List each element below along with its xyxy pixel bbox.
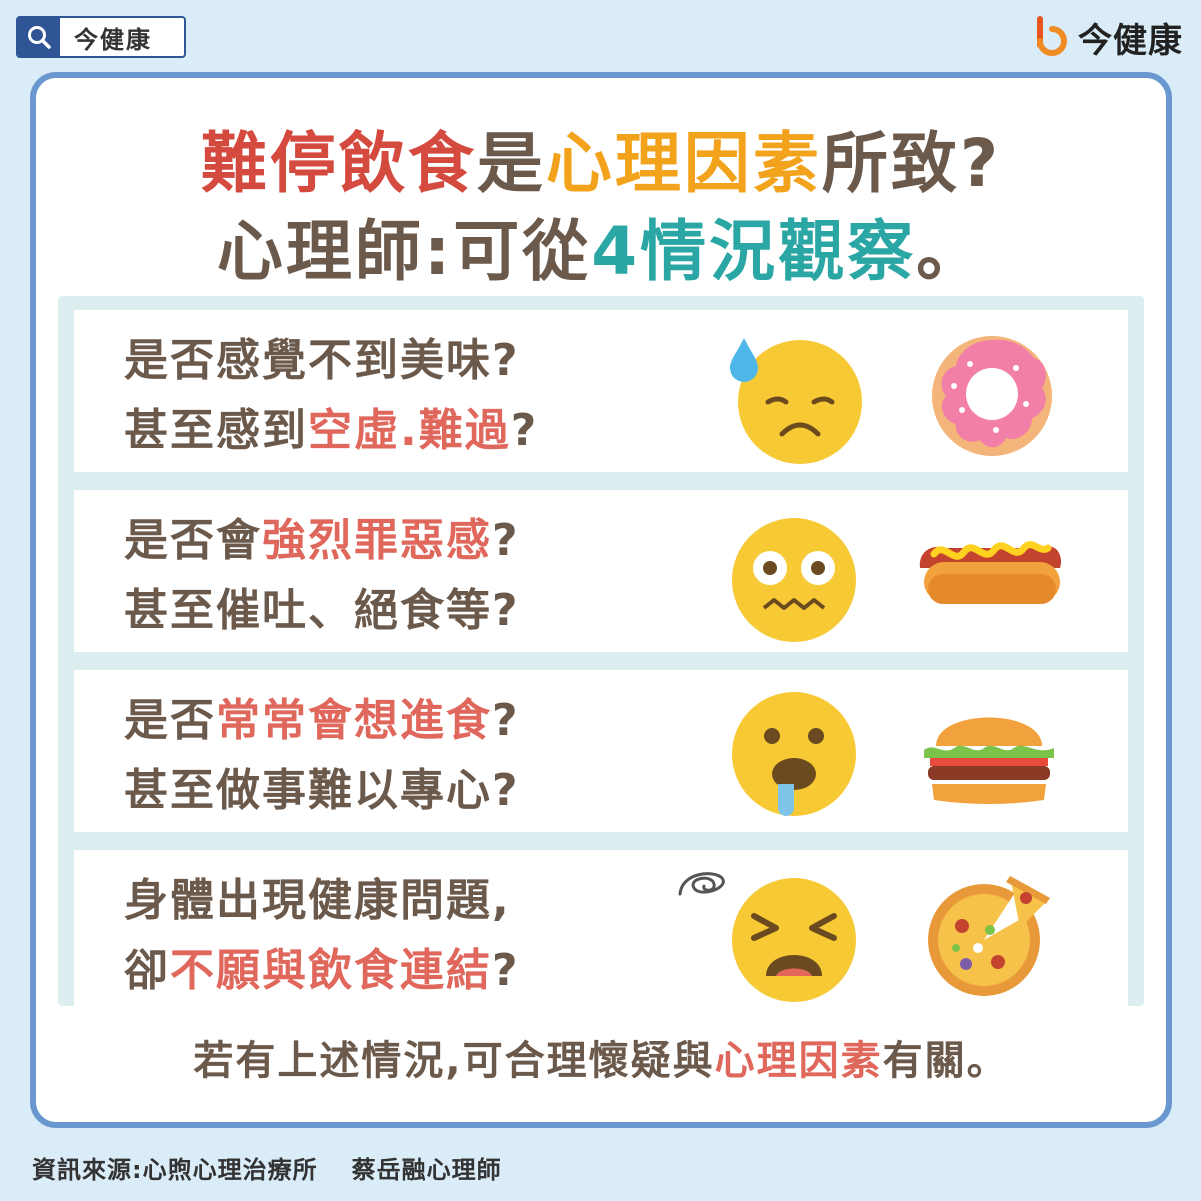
item-segment: ? [492, 695, 520, 746]
item-text: 是否會強烈罪惡感? 甚至催吐、絕食等? [124, 506, 520, 646]
title-segment: 心理因素 [545, 125, 822, 202]
item-text: 是否感覺不到美味? 甚至感到空虛.難過? [124, 326, 538, 466]
footer-note: 若有上述情況,可合理懷疑與心理因素有關。 [36, 1028, 1166, 1086]
footer-segment: 有關。 [882, 1038, 1009, 1084]
dizzy-scribble-icon [678, 872, 725, 896]
item-line: 甚至做事難以專心? [124, 756, 520, 826]
item-line: 甚至催吐、絕食等? [124, 576, 520, 646]
title-segment: 。 [916, 213, 986, 290]
list-item: 是否感覺不到美味? 甚至感到空虛.難過? [74, 310, 1128, 472]
item-segment: 空虛.難過 [308, 405, 511, 456]
item-segment: 身體出現健康問題, [124, 875, 511, 926]
item-segment: 卻 [124, 945, 170, 996]
footer-segment: 心理因素 [714, 1038, 883, 1084]
items-panel: 是否感覺不到美味? 甚至感到空虛.難過? [58, 296, 1144, 1012]
item-line: 身體出現健康問題, [124, 866, 520, 936]
title-segment: 所致? [821, 125, 1002, 202]
search-box[interactable]: 今健康 [16, 16, 186, 58]
search-icon [28, 26, 51, 49]
infographic-card: 難停飲食是心理因素所致? 心理師:可從4情況觀察。 是否感覺不到美味? 甚至感到… [30, 72, 1172, 1128]
list-item: 身體出現健康問題, 卻不願與飲食連結? [74, 850, 1128, 1012]
item-segment: ? [492, 515, 520, 566]
item-segment: 甚至做事難以專心? [124, 765, 520, 816]
source-label: 資訊來源:心煦心理治療所 [32, 1156, 318, 1184]
distressed-face-icon [732, 878, 856, 1002]
hotdog-icon [919, 541, 1062, 604]
item-line: 是否感覺不到美味? [124, 326, 538, 396]
footer-segment: 若有上述情況,可合理懷疑與 [193, 1038, 715, 1084]
burger-icon [924, 717, 1054, 804]
title-segment: 心理師:可從 [216, 213, 592, 290]
item-segment: ? [492, 945, 520, 996]
item-line: 甚至感到空虛.難過? [124, 396, 538, 466]
item-segment: 是否感覺不到美味? [124, 335, 520, 386]
source-credit: 資訊來源:心煦心理治療所 蔡岳融心理師 [32, 1150, 502, 1185]
search-button[interactable] [18, 18, 60, 56]
anxious-face-icon [732, 518, 856, 642]
item-text: 是否常常會想進食? 甚至做事難以專心? [124, 686, 520, 826]
title-segment: 是 [476, 125, 546, 202]
drooling-face-icon [732, 692, 856, 816]
item-segment: 常常會想進食 [216, 695, 492, 746]
item-segment: 不願與飲食連結 [170, 945, 492, 996]
item-segment: 是否 [124, 695, 216, 746]
brand-logo-text: 今健康 [1078, 20, 1183, 61]
search-text: 今健康 [74, 25, 152, 54]
title-line-1: 難停飲食是心理因素所致? [36, 110, 1166, 206]
item-text: 身體出現健康問題, 卻不願與飲食連結? [124, 866, 520, 1006]
item-line: 卻不願與飲食連結? [124, 936, 520, 1006]
item-line: 是否常常會想進食? [124, 686, 520, 756]
item-segment: 甚至催吐、絕食等? [124, 585, 520, 636]
list-item: 是否常常會想進食? 甚至做事難以專心? [74, 670, 1128, 832]
title-segment: 難停飲食 [200, 125, 477, 202]
item-segment: 強烈罪惡感 [262, 515, 492, 566]
source-person: 蔡岳融心理師 [351, 1156, 502, 1184]
brand-logo: 今健康 [1032, 14, 1183, 61]
title-line-2: 心理師:可從4情況觀察。 [36, 198, 1166, 294]
pizza-icon [928, 876, 1050, 996]
brand-mark-icon [1037, 16, 1067, 56]
item-line: 是否會強烈罪惡感? [124, 506, 520, 576]
donut-icon [932, 336, 1052, 456]
title-segment: 4情況觀察 [591, 213, 917, 290]
item-segment: ? [510, 405, 539, 456]
list-item: 是否會強烈罪惡感? 甚至催吐、絕食等? [74, 490, 1128, 652]
item-segment: 甚至感到 [124, 405, 308, 456]
item-segment: 是否會 [124, 515, 262, 566]
sad-sweat-face-icon [730, 338, 862, 464]
